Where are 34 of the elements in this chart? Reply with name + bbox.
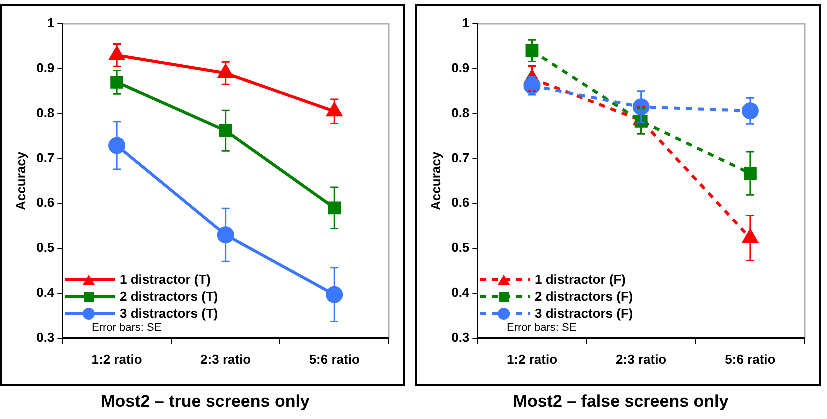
y-tick-label: 0.6	[36, 195, 55, 210]
y-axis-title: Accuracy	[428, 151, 444, 210]
text: Most2 – true screens only	[100, 392, 311, 412]
x-tick-label: 2:3 ratio	[616, 352, 667, 367]
x-tick-label: 5:6 ratio	[725, 352, 776, 367]
y-tick-label: 0.3	[452, 330, 470, 345]
y-tick-label: 0.7	[452, 150, 470, 166]
legend-label: 3 distractors (T)	[120, 305, 218, 322]
y-tick-label: 0.8	[36, 105, 55, 120]
y-axis-title: Accuracy	[13, 151, 28, 210]
y-tick-label: 0.5	[36, 240, 55, 256]
text: Most2 – false screens only	[512, 392, 730, 412]
y-tick-label: 0.6	[452, 195, 470, 210]
legend-label: 1 distractor (F)	[535, 271, 626, 288]
y-tick-label: 0.8	[452, 105, 470, 120]
y-tick-label: 0.4	[452, 285, 470, 300]
x-tick-label: 1:2 ratio	[92, 352, 142, 367]
y-tick-label: 1	[47, 16, 55, 31]
y-tick-label: 0.7	[36, 150, 55, 166]
legend-label: 3 distractors (F)	[535, 305, 634, 322]
annotation: Error bars: SE	[92, 322, 163, 334]
annotation: Error bars: SE	[507, 322, 578, 334]
y-tick-label: 0.4	[36, 285, 56, 300]
x-tick-label: 5:6 ratio	[309, 352, 360, 367]
y-tick-label: 1	[462, 16, 470, 31]
legend-label: 1 distractor (T)	[120, 271, 212, 288]
legend-label: 2 distractors (T)	[120, 288, 218, 305]
y-tick-label: 0.9	[452, 60, 470, 76]
legend-label: 2 distractors (F)	[535, 288, 634, 305]
x-tick-label: 2:3 ratio	[200, 352, 252, 367]
y-tick-label: 0.3	[36, 330, 55, 345]
y-tick-label: 0.9	[36, 60, 55, 76]
x-tick-label: 1:2 ratio	[506, 352, 558, 367]
y-tick-label: 0.5	[452, 240, 470, 256]
